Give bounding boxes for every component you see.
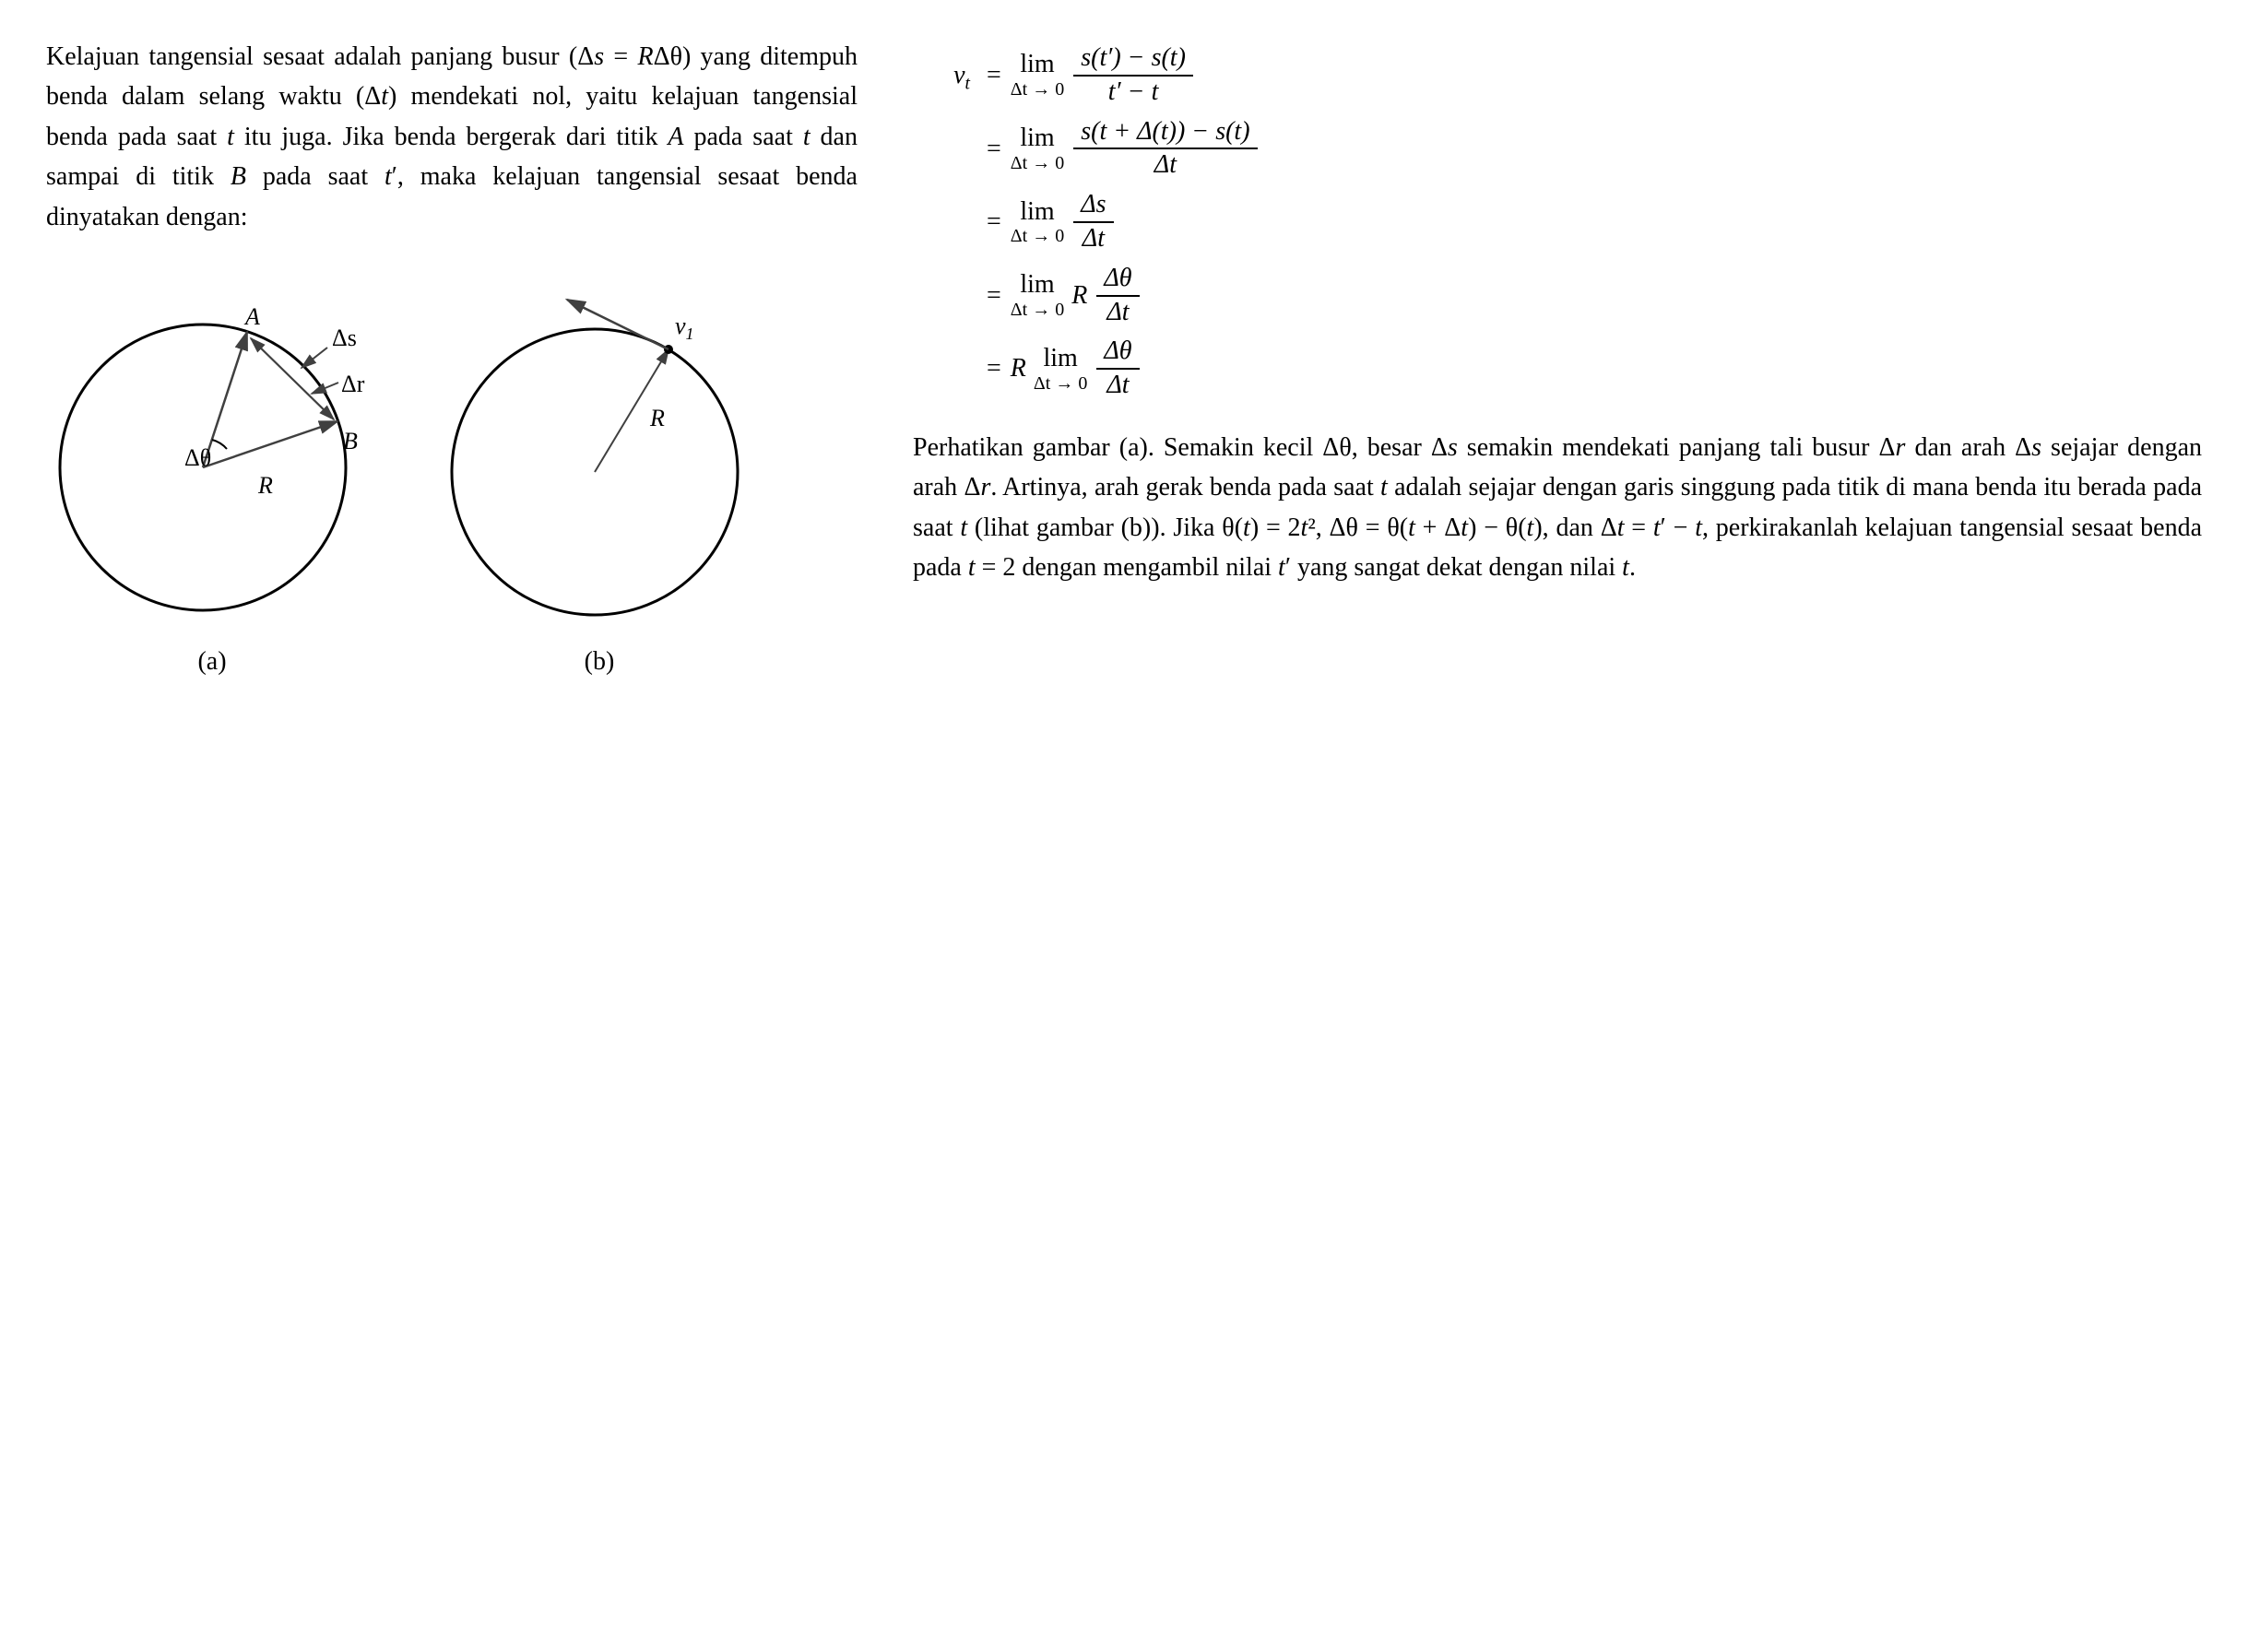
right-column: vt = lim Δt → 0 s(t′) − s(t) t′ − t = li… (913, 37, 2202, 681)
frac-4: Δθ Δt (1096, 265, 1139, 327)
label-a: A (243, 303, 260, 330)
lim-word-2: lim (1020, 124, 1054, 153)
label-r-a: R (257, 472, 273, 499)
frac4-den: Δt (1099, 297, 1136, 327)
eq5-R: R (1011, 340, 1026, 397)
eq-line-4: = lim Δt → 0 R Δθ Δt (913, 265, 2202, 327)
lim-cond-3: Δt → 0 (1011, 226, 1064, 246)
eq-sign-3: = (977, 194, 1011, 251)
page-container: Kelajuan tangensial sesaat adalah panjan… (46, 37, 2202, 681)
frac3-num: Δs (1073, 191, 1113, 223)
frac2-den: Δt (1147, 149, 1184, 180)
label-dr: Δr (341, 371, 365, 397)
frac1-den: t′ − t (1101, 77, 1166, 107)
label-b: B (343, 428, 358, 454)
diagram-a-svg: A Δs Δr Δθ R B (46, 292, 378, 624)
lim-5: lim Δt → 0 (1034, 345, 1087, 394)
lim-cond-1: Δt → 0 (1011, 79, 1064, 100)
label-ds: Δs (332, 324, 357, 351)
frac3-den: Δt (1075, 223, 1112, 254)
eq-sign-5: = (977, 340, 1011, 397)
left-column: Kelajuan tangensial sesaat adalah panjan… (46, 37, 858, 681)
lim-2: lim Δt → 0 (1011, 124, 1064, 173)
lim-cond-4: Δt → 0 (1011, 300, 1064, 320)
eq-sign-1: = (977, 47, 1011, 104)
equation-block: vt = lim Δt → 0 s(t′) − s(t) t′ − t = li… (913, 44, 2202, 400)
eq4-R: R (1071, 267, 1087, 324)
eq-lhs: vt (913, 47, 977, 104)
label-r-b: R (649, 405, 665, 431)
frac5-num: Δθ (1096, 337, 1139, 370)
eq-sign-2: = (977, 121, 1011, 178)
velocity-arrow (567, 300, 668, 349)
lim-cond-2: Δt → 0 (1011, 153, 1064, 173)
label-dtheta: Δθ (184, 444, 211, 471)
frac-2: s(t + Δ(t)) − s(t) Δt (1073, 118, 1257, 181)
chord-dr-2 (251, 338, 334, 419)
ds-pointer (302, 348, 327, 368)
angle-arc (212, 440, 227, 449)
lim-1: lim Δt → 0 (1011, 51, 1064, 100)
lim-word-1: lim (1020, 51, 1054, 79)
diagram-a-wrap: A Δs Δr Δθ R B (a) (46, 292, 378, 681)
eq-sign-4: = (977, 267, 1011, 324)
lim-word-5: lim (1043, 345, 1077, 373)
diagram-row: A Δs Δr Δθ R B (a) (46, 292, 858, 681)
lim-cond-5: Δt → 0 (1034, 373, 1087, 394)
diagram-b-caption: (b) (585, 643, 615, 681)
frac-5: Δθ Δt (1096, 337, 1139, 400)
eq-line-3: = lim Δt → 0 Δs Δt (913, 191, 2202, 254)
diagram-b-svg: v1 R (433, 292, 765, 624)
eq-line-5: = R lim Δt → 0 Δθ Δt (913, 337, 2202, 400)
frac2-num: s(t + Δ(t)) − s(t) (1073, 118, 1257, 150)
frac4-num: Δθ (1096, 265, 1139, 297)
explanation-paragraph: Perhatikan gambar (a). Semakin kecil Δθ,… (913, 428, 2202, 588)
lim-4: lim Δt → 0 (1011, 271, 1064, 320)
eq-line-1: vt = lim Δt → 0 s(t′) − s(t) t′ − t (913, 44, 2202, 107)
lim-3: lim Δt → 0 (1011, 198, 1064, 247)
frac-3: Δs Δt (1073, 191, 1113, 254)
lim-word-3: lim (1020, 198, 1054, 227)
frac5-den: Δt (1099, 370, 1136, 400)
lim-word-4: lim (1020, 271, 1054, 300)
label-v1: v1 (675, 313, 694, 343)
diagram-a-caption: (a) (197, 643, 226, 681)
frac-1: s(t′) − s(t) t′ − t (1073, 44, 1193, 107)
frac1-num: s(t′) − s(t) (1073, 44, 1193, 77)
diagram-b-wrap: v1 R (b) (433, 292, 765, 681)
eq-line-2: = lim Δt → 0 s(t + Δ(t)) − s(t) Δt (913, 118, 2202, 181)
intro-paragraph: Kelajuan tangensial sesaat adalah panjan… (46, 37, 858, 237)
